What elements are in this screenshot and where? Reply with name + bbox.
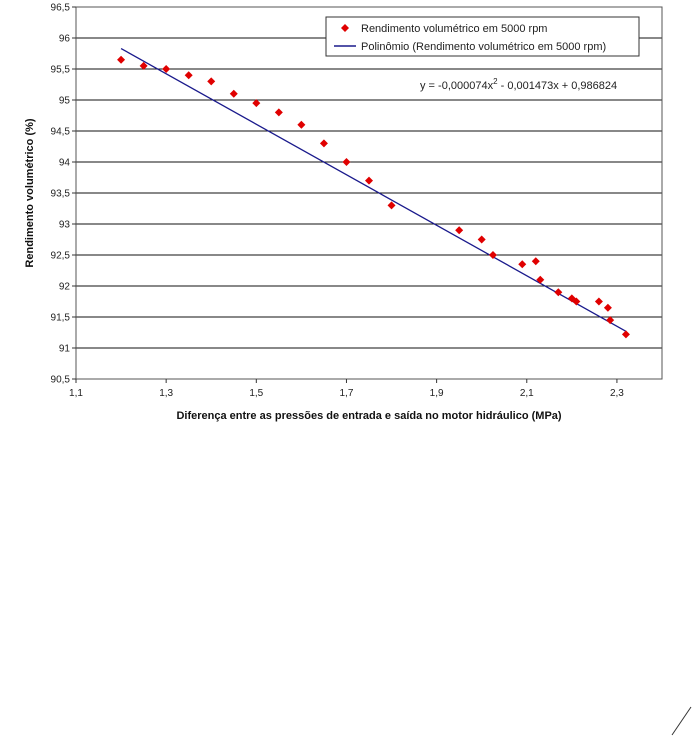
x-tick-label: 1,7	[340, 388, 354, 399]
data-point	[554, 288, 563, 297]
data-point	[252, 99, 261, 108]
data-point	[162, 65, 171, 73]
corner-mark	[671, 706, 692, 736]
y-tick-label: 91	[59, 344, 71, 355]
data-point	[477, 235, 486, 244]
x-tick-label: 2,3	[610, 388, 624, 399]
trendline-layer	[120, 47, 627, 332]
y-axis-title: Rendimento volumétrico (%)	[24, 118, 36, 267]
data-point	[184, 71, 193, 80]
legend-label-data: Rendimento volumétrico em 5000 rpm	[361, 23, 547, 35]
y-tick-label: 94,5	[51, 127, 71, 138]
data-point	[531, 257, 540, 266]
data-point	[621, 330, 630, 339]
x-axis-title: Diferença entre as pressões de entrada e…	[176, 410, 561, 422]
data-point	[518, 260, 527, 269]
x-axis-ticks: 1,1 1,3 1,5 1,7 1,9 2,1 2,3	[69, 379, 624, 399]
data-point	[139, 61, 148, 70]
data-point	[319, 139, 328, 148]
y-tick-label: 91,5	[51, 313, 71, 324]
y-tick-label: 95,5	[51, 65, 71, 76]
y-tick-label: 94	[59, 158, 71, 169]
legend-marker-diamond	[341, 24, 349, 32]
x-tick-label: 1,9	[430, 388, 444, 399]
data-point	[594, 297, 603, 306]
data-point	[274, 108, 283, 117]
legend-label-trendline: Polinômio (Rendimento volumétrico em 500…	[361, 41, 606, 53]
data-point	[365, 176, 373, 185]
y-tick-label: 90,5	[51, 375, 71, 386]
legend-box	[325, 16, 640, 57]
data-point	[117, 55, 126, 64]
data-point	[229, 89, 238, 98]
data-points	[117, 55, 630, 339]
data-point	[536, 275, 545, 284]
trendline	[120, 47, 627, 332]
y-tick-label: 92	[59, 282, 71, 293]
data-point	[342, 158, 351, 166]
y-tick-label: 95	[59, 96, 71, 107]
y-tick-label: 93,5	[51, 189, 71, 200]
x-tick-label: 1,1	[69, 388, 83, 399]
equation-prefix: y = -0,000074x	[420, 80, 494, 92]
y-tick-label: 96	[59, 34, 71, 45]
data-point	[387, 201, 396, 210]
data-point	[603, 303, 612, 312]
equation-exponent: 2	[493, 77, 498, 86]
data-point	[207, 77, 216, 86]
trendline-equation: y = -0,000074x2 - 0,001473x + 0,986824	[420, 77, 617, 92]
gridlines	[76, 6, 662, 380]
y-tick-label: 93	[59, 220, 71, 231]
y-axis-ticks: 90,5 91 91,5 92 92,5 93 93,5 94 94,5 95 95,5 96 96,5	[51, 3, 76, 386]
equation-suffix: - 0,001473x + 0,986824	[498, 80, 618, 92]
x-tick-label: 1,5	[249, 388, 263, 399]
x-tick-label: 1,3	[159, 388, 173, 399]
data-point	[606, 316, 615, 325]
legend: Rendimento volumétrico em 5000 rpm Polin…	[325, 16, 640, 57]
y-tick-label: 92,5	[51, 251, 71, 262]
data-point	[297, 120, 306, 129]
data-point	[572, 297, 581, 306]
data-point	[488, 251, 497, 259]
y-tick-label: 96,5	[51, 3, 71, 14]
x-tick-label: 2,1	[520, 388, 534, 399]
data-point	[455, 226, 464, 235]
